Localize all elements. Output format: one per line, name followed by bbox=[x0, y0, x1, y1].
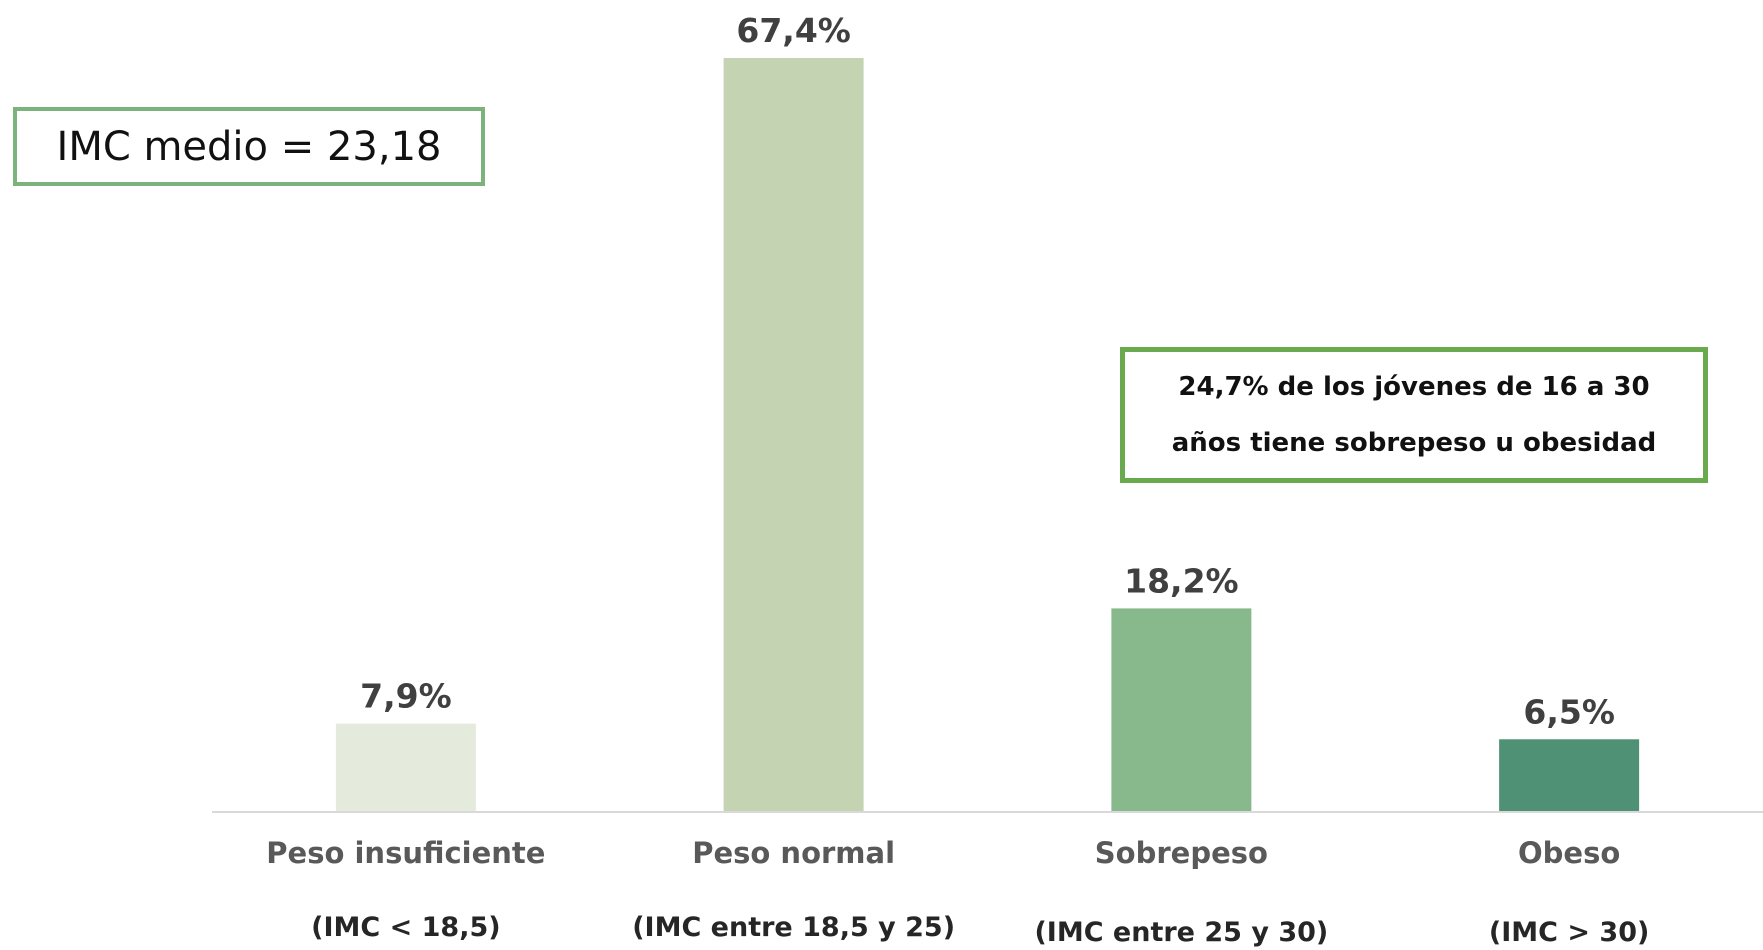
bar-peso-insuficiente bbox=[335, 723, 476, 812]
bar-peso-normal bbox=[723, 58, 864, 812]
category-bmi-range: (IMC > 30) bbox=[1488, 917, 1650, 948]
value-label: 18,2% bbox=[1124, 561, 1239, 600]
category-label: Peso normal bbox=[692, 836, 896, 870]
overweight-summary-text: 24,7% de los jóvenes de 16 a 30 años tie… bbox=[1171, 372, 1657, 458]
category-bmi-range: (IMC entre 18,5 y 25) bbox=[632, 912, 956, 943]
category-label: Peso insuficiente bbox=[266, 836, 546, 870]
value-labels-group: 7,9% 67,4% 18,2% 6,5% bbox=[360, 11, 1615, 731]
mean-bmi-text: IMC medio = 23,18 bbox=[56, 123, 442, 170]
category-bmi-range: (IMC entre 25 y 30) bbox=[1034, 917, 1329, 948]
category-label: Obeso bbox=[1517, 836, 1621, 870]
value-label: 67,4% bbox=[736, 11, 851, 50]
category-bmi-range: (IMC < 18,5) bbox=[311, 912, 501, 943]
mean-bmi-box: IMC medio = 23,18 bbox=[13, 107, 485, 186]
category-label: Sobrepeso bbox=[1094, 836, 1268, 870]
bar-sobrepeso bbox=[1111, 608, 1252, 812]
value-label: 6,5% bbox=[1523, 692, 1615, 731]
bar-obeso bbox=[1499, 739, 1640, 812]
bars-group bbox=[335, 58, 1640, 812]
value-label: 7,9% bbox=[360, 677, 452, 716]
overweight-summary-box: 24,7% de los jóvenes de 16 a 30 años tie… bbox=[1120, 347, 1708, 483]
